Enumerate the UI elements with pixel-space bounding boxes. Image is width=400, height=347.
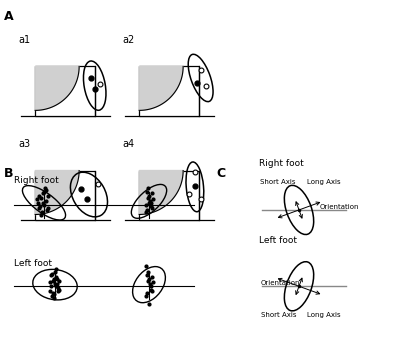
Bar — [35, 170, 95, 220]
Bar — [35, 66, 95, 116]
Text: B: B — [4, 167, 14, 179]
Text: Short Axis: Short Axis — [260, 179, 295, 185]
Text: Long Axis: Long Axis — [307, 179, 341, 185]
Text: Orientation: Orientation — [320, 204, 359, 210]
Text: a3: a3 — [18, 139, 30, 149]
Text: Right foot: Right foot — [14, 176, 59, 185]
Polygon shape — [35, 66, 79, 110]
Polygon shape — [139, 66, 183, 110]
Text: a1: a1 — [18, 35, 30, 45]
Bar — [139, 170, 199, 220]
Text: Short Axis: Short Axis — [261, 312, 297, 318]
Text: Orientation: Orientation — [261, 280, 300, 286]
Text: a4: a4 — [122, 139, 134, 149]
Polygon shape — [139, 170, 183, 214]
Text: a2: a2 — [122, 35, 134, 45]
Text: Long Axis: Long Axis — [307, 312, 341, 318]
Text: C: C — [216, 167, 225, 179]
Text: Left foot: Left foot — [259, 236, 297, 245]
Polygon shape — [35, 170, 79, 214]
Bar — [139, 66, 199, 116]
Text: Right foot: Right foot — [259, 159, 304, 168]
Text: A: A — [4, 10, 14, 23]
Text: Left foot: Left foot — [14, 259, 52, 268]
